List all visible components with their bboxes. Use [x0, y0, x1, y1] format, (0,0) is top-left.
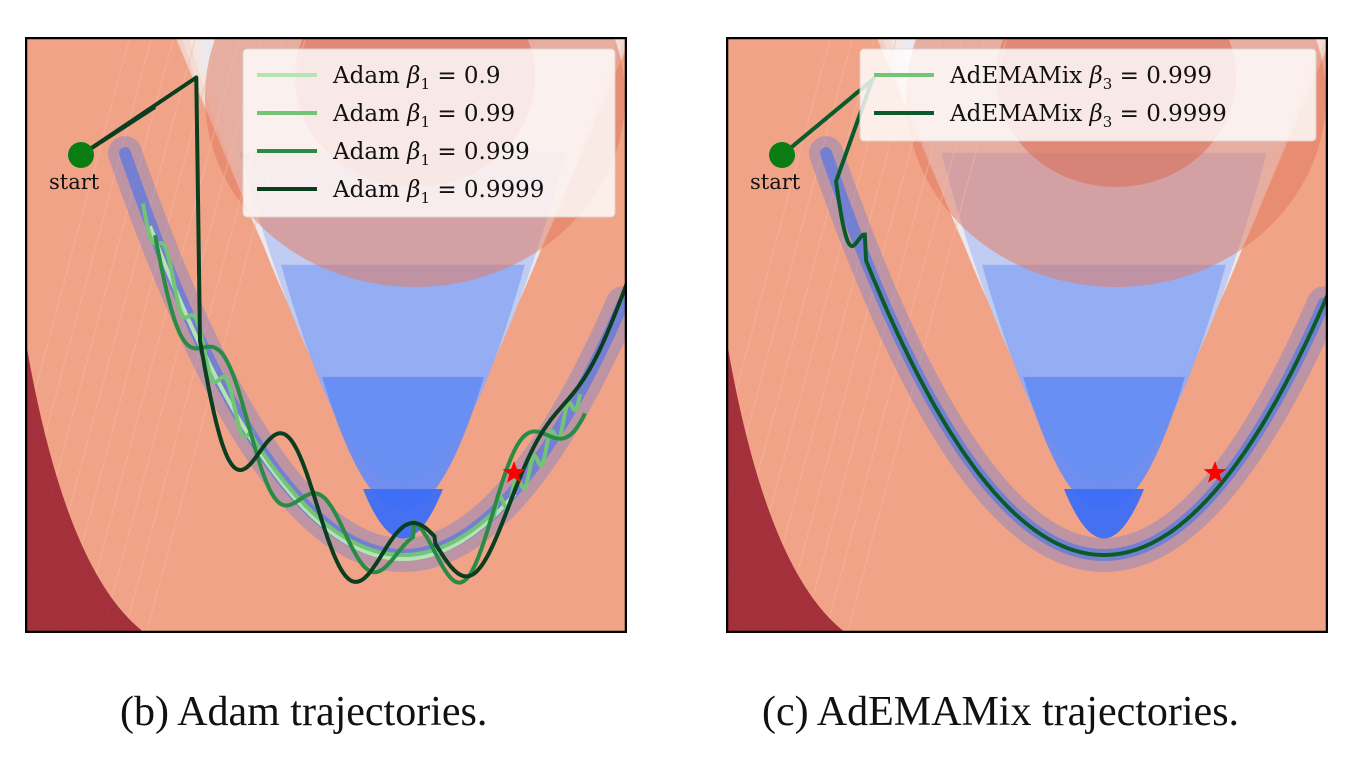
caption-adam: (b) Adam trajectories. [120, 689, 488, 735]
start-label: start [750, 170, 801, 194]
legend-label: Adam β1 = 0.9999 [332, 177, 544, 207]
plot-frame [726, 37, 1328, 633]
start-marker [68, 142, 94, 168]
start-label: start [49, 170, 100, 194]
trajectory-line [148, 225, 517, 561]
optimum-star-icon [1203, 461, 1227, 483]
legend-label: AdEMAMix β3 = 0.999 [949, 63, 1212, 93]
adam-trajectories-plot: start Adam β1 = 0.9 Adam β1 = 0.99 Adam β1 … [25, 37, 627, 633]
legend-label: Adam β1 = 0.99 [332, 101, 515, 131]
legend-label: Adam β1 = 0.9 [332, 63, 501, 93]
caption-ademamix: (c) AdEMAMix trajectories. [762, 689, 1240, 735]
trajectory-line [79, 75, 627, 584]
legend: AdEMAMix β3 = 0.999 AdEMAMix β3 = 0.9999 [859, 48, 1317, 142]
legend-label: Adam β1 = 0.999 [332, 139, 530, 169]
legend-label: AdEMAMix β3 = 0.9999 [949, 101, 1227, 131]
ademamix-trajectories-plot: start AdEMAMix β3 = 0.999 AdEMAMix β3 = 0.… [726, 37, 1328, 633]
trajectory-line [79, 105, 157, 157]
trajectory-line [780, 74, 1328, 557]
optimum-star-icon [502, 461, 526, 483]
start-marker [769, 142, 795, 168]
legend: Adam β1 = 0.9 Adam β1 = 0.99 Adam β1 = 0.9… [242, 48, 616, 218]
plot-frame [25, 37, 627, 633]
